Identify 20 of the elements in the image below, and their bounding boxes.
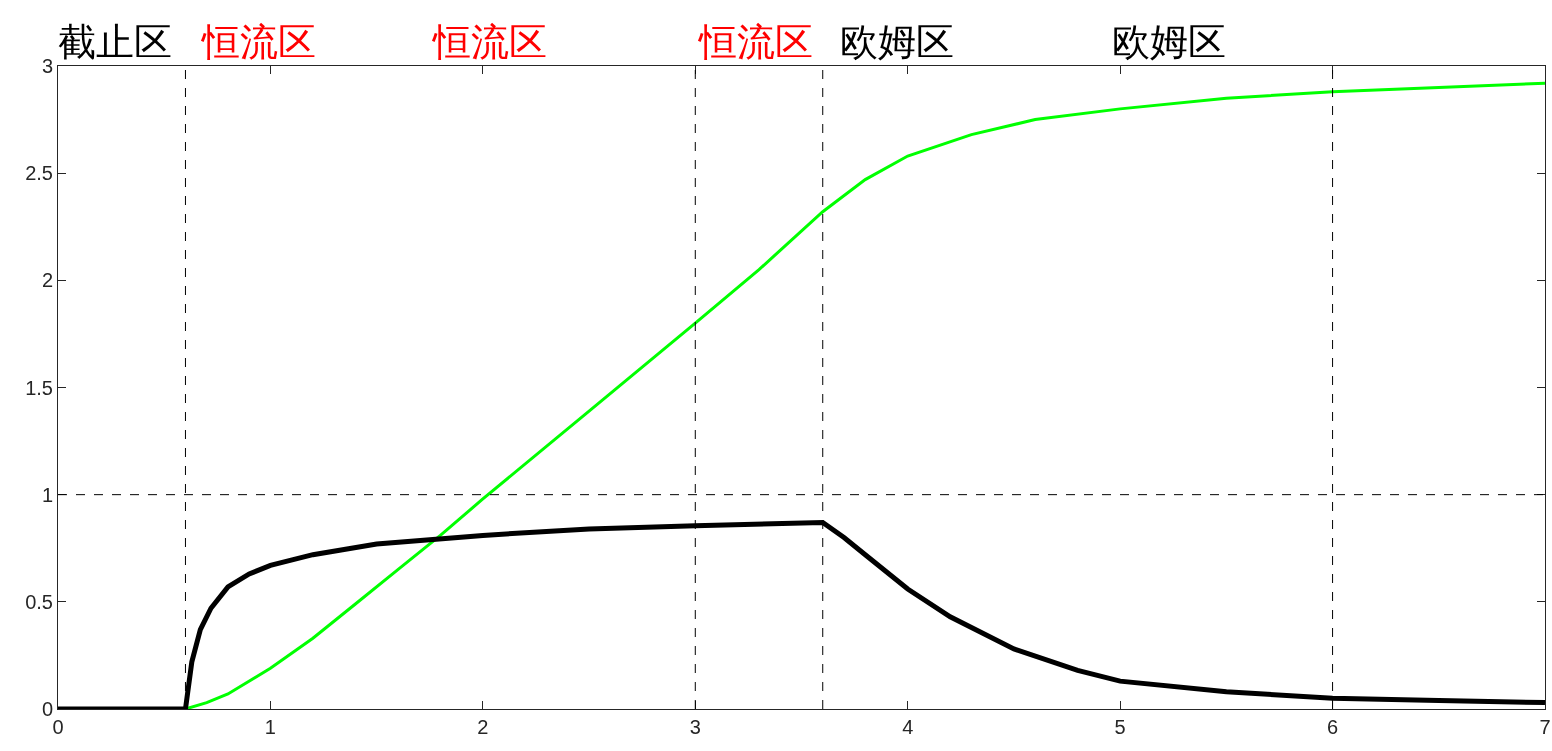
- x-tick-label: 3: [689, 716, 701, 738]
- y-tick-label: 1: [41, 483, 53, 506]
- text: 欧姆区: [1112, 20, 1226, 64]
- x-tick-label: 6: [1327, 716, 1339, 738]
- text: 恒流区: [697, 20, 813, 64]
- text: 恒流区: [431, 20, 547, 64]
- text: 欧姆区: [840, 20, 954, 64]
- y-tick-label: 0.5: [25, 590, 53, 613]
- x-tick-label: 5: [1114, 716, 1126, 738]
- y-tick-label: 2.5: [25, 162, 53, 185]
- text: 截止区: [58, 20, 172, 64]
- y-tick-label: 0: [41, 698, 53, 720]
- x-tick-label: 2: [477, 716, 489, 738]
- y-tick-label: 2: [41, 269, 53, 292]
- y-tick-label: 1.5: [25, 376, 53, 399]
- y-tick-label: 3: [41, 55, 53, 77]
- text: 恒流区: [200, 20, 316, 64]
- x-tick-label: 4: [902, 716, 914, 738]
- x-tick-label: 1: [264, 716, 276, 738]
- x-tick-label: 7: [1539, 716, 1551, 738]
